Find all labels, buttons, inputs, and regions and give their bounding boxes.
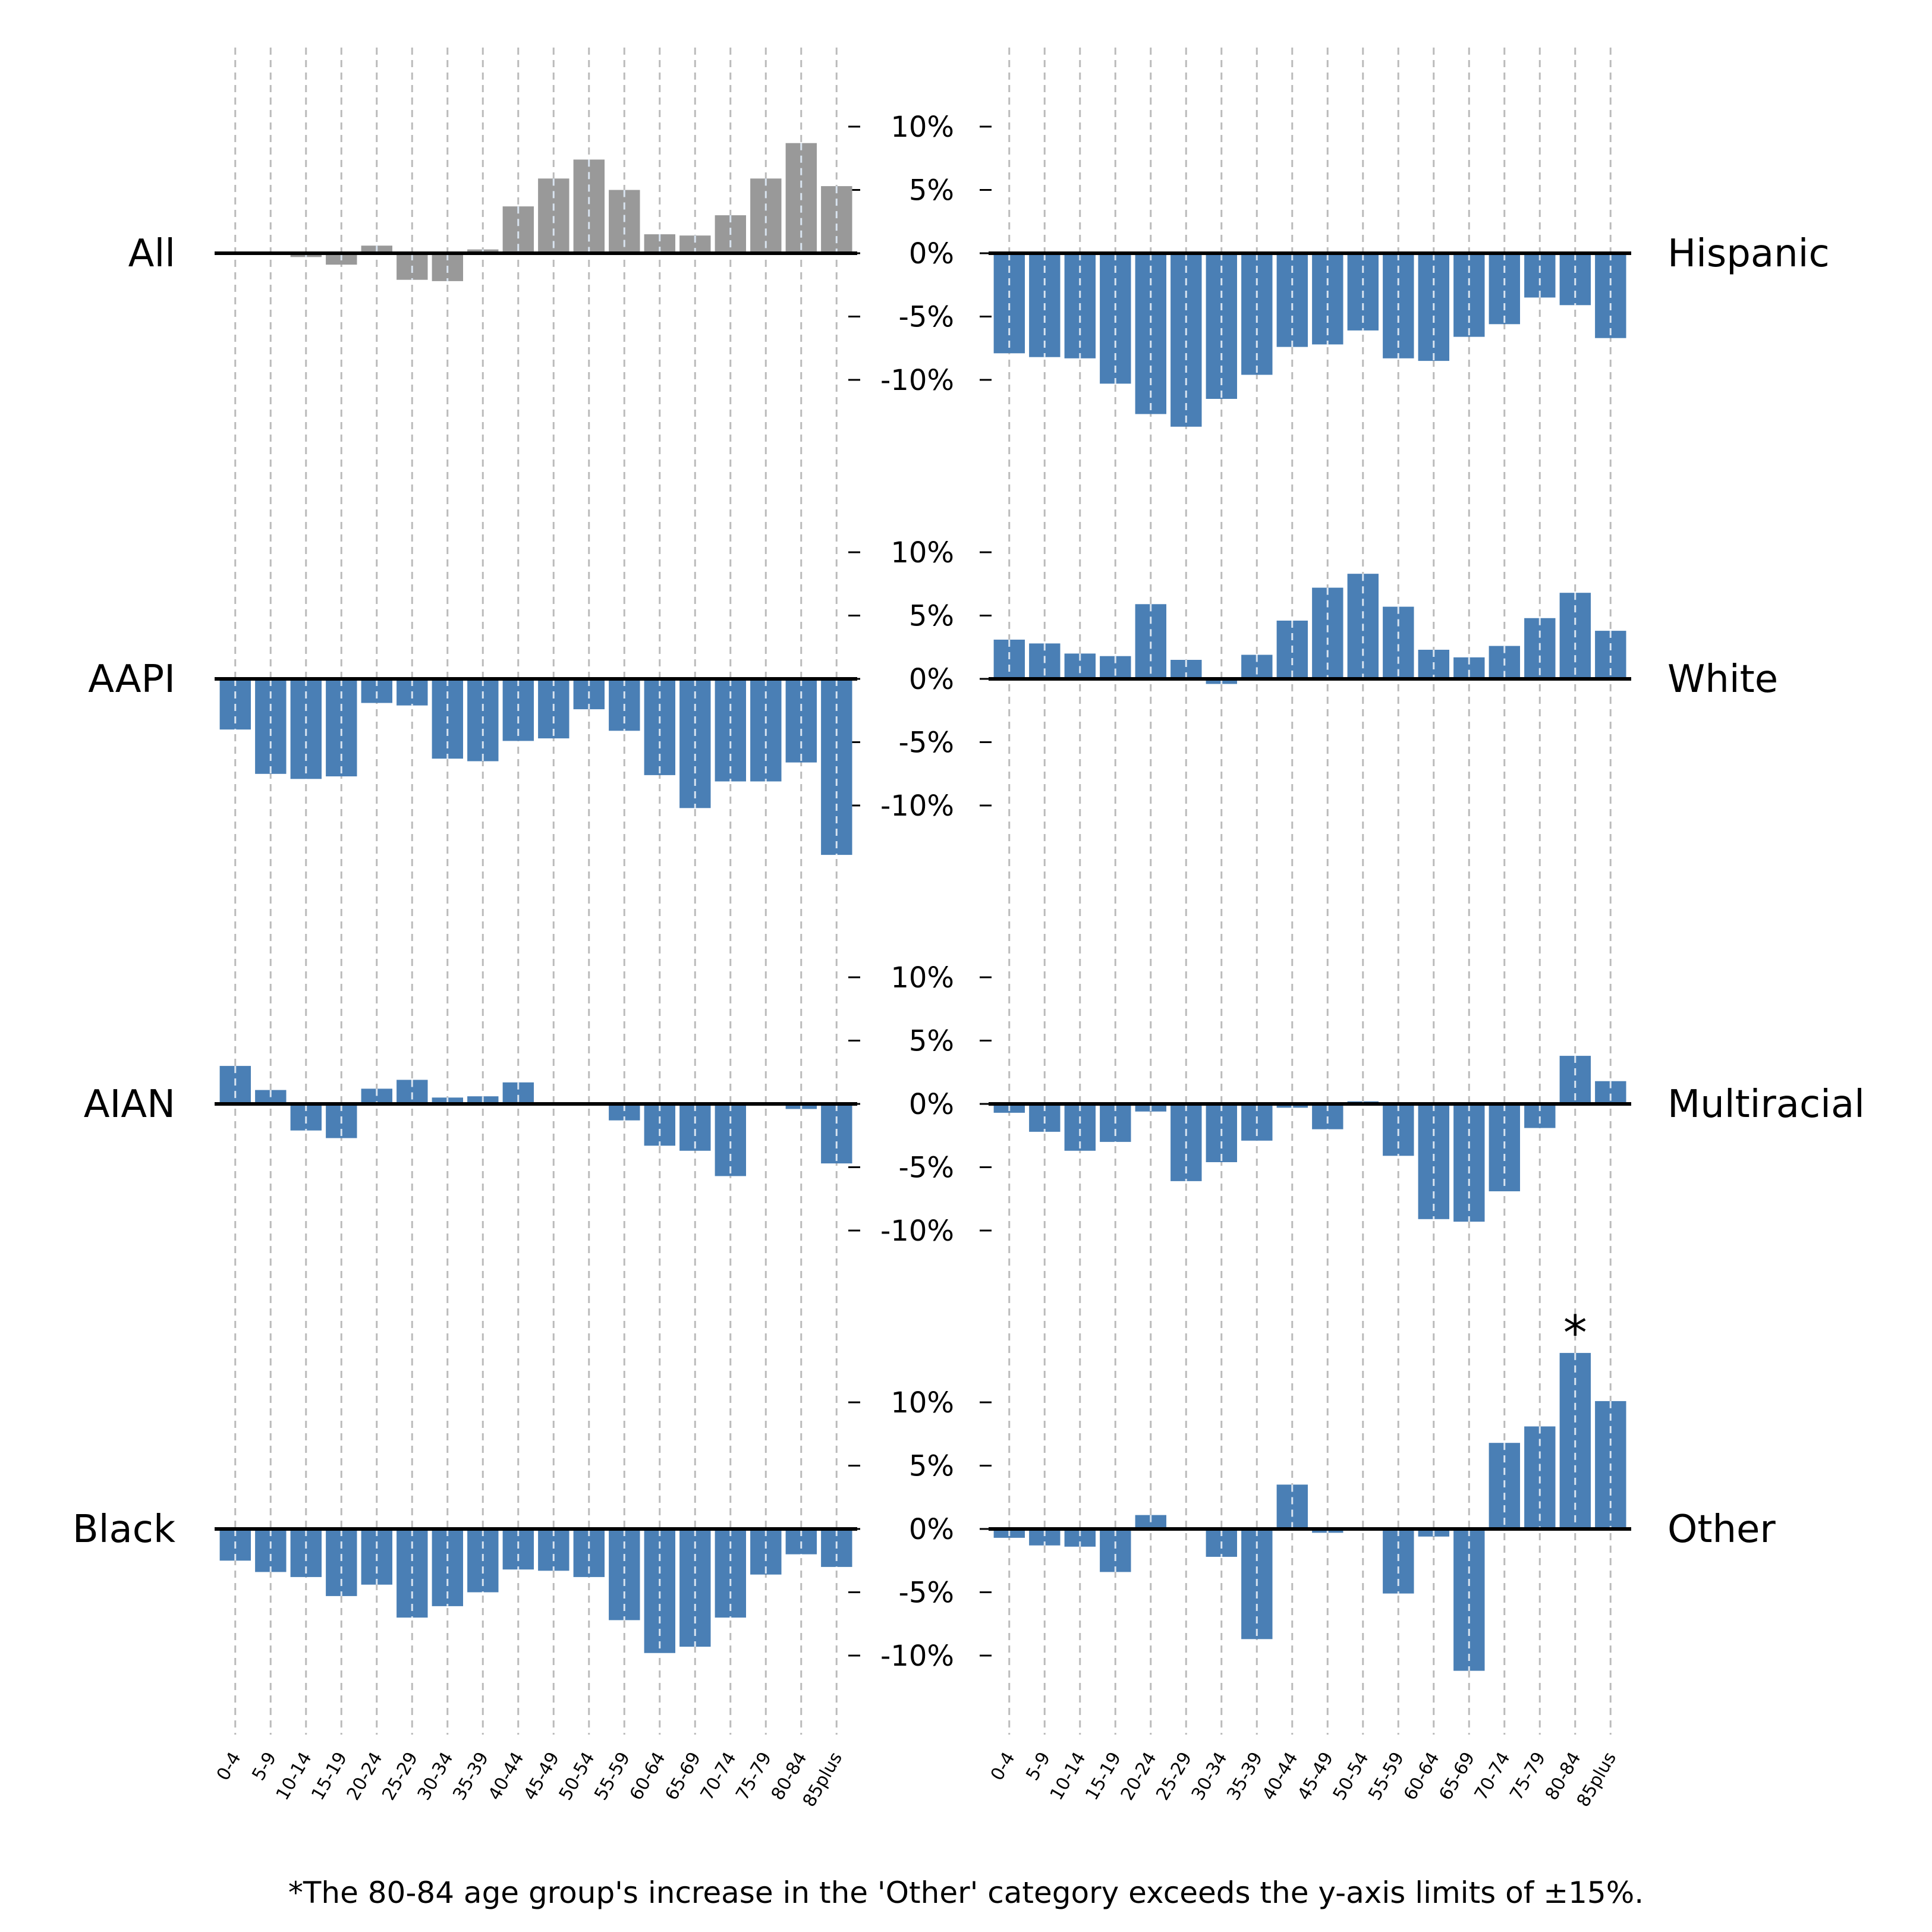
- panel-black: Black: [73, 1508, 857, 1653]
- x-tick-label: 60-64: [626, 1749, 670, 1804]
- y-tick-label: 0%: [909, 663, 954, 696]
- panel-all: All: [128, 143, 857, 281]
- x-tick-label: 0-4: [213, 1749, 246, 1785]
- panel-label: Other: [1667, 1508, 1776, 1552]
- x-tick-label: 70-74: [1471, 1749, 1515, 1804]
- x-tick-label: 10-14: [1046, 1749, 1090, 1804]
- bar-70-74: [715, 1104, 746, 1176]
- grid-right: [1008, 48, 1612, 1735]
- x-tick-label: 50-54: [555, 1749, 599, 1804]
- bar-65-69: [1453, 1529, 1485, 1671]
- bar-70-74: [1489, 253, 1520, 325]
- y-axis-row-3: -10% -5% 0% 5% 10%: [848, 1386, 992, 1673]
- y-tick-label: 10%: [891, 111, 954, 144]
- bar-45-49: [538, 178, 569, 253]
- y-tick-label: 5%: [909, 174, 954, 207]
- y-tick-label: -5%: [899, 1151, 954, 1185]
- y-tick-label: 10%: [891, 1386, 954, 1420]
- panel-label: Hispanic: [1667, 232, 1830, 276]
- y-tick-label: 5%: [909, 600, 954, 633]
- x-axis-right: 0-4 5-910-1415-1920-2425-2930-3435-3940-4…: [987, 1749, 1621, 1811]
- x-tick-label: 55-59: [590, 1749, 634, 1804]
- bar-5-9: [255, 1529, 287, 1572]
- x-tick-label: 65-69: [1435, 1749, 1479, 1804]
- x-tick-label: 25-29: [1152, 1749, 1196, 1804]
- panel-label: Black: [73, 1508, 175, 1552]
- bar-20-24: [1135, 604, 1166, 679]
- panel-white: White: [989, 574, 1778, 701]
- x-tick-label: 35-39: [449, 1749, 493, 1804]
- x-tick-label: 5-9: [248, 1749, 281, 1785]
- x-tick-label: 25-29: [378, 1749, 422, 1804]
- x-tick-label: 0-4: [987, 1749, 1020, 1785]
- panel-label: AIAN: [84, 1083, 175, 1127]
- y-tick-label: -10%: [880, 1640, 954, 1673]
- y-axis-row-1: -10% -5% 0% 5% 10%: [848, 536, 992, 823]
- y-tick-label: -5%: [899, 301, 954, 334]
- y-axis-row-2: -10% -5% 0% 5% 10%: [848, 961, 992, 1248]
- x-tick-label: 10-14: [272, 1749, 316, 1804]
- x-tick-label: 35-39: [1223, 1749, 1267, 1804]
- overflow-marker: *: [1563, 1305, 1587, 1361]
- x-tick-label: 70-74: [697, 1749, 741, 1804]
- bar-30-34: [1206, 253, 1237, 399]
- x-tick-label: 75-79: [1506, 1749, 1550, 1804]
- panel-label: White: [1667, 657, 1778, 701]
- x-tick-label: 40-44: [484, 1749, 528, 1804]
- x-tick-label: 30-34: [1188, 1749, 1232, 1804]
- bar-75-79: [1524, 253, 1556, 298]
- panel-label: All: [128, 232, 175, 276]
- y-tick-label: 5%: [909, 1025, 954, 1058]
- y-tick-label: 10%: [891, 536, 954, 569]
- x-axis-left: 0-4 5-910-1415-1920-2425-2930-3435-3940-4…: [213, 1749, 847, 1811]
- x-tick-label: 65-69: [661, 1749, 705, 1804]
- y-tick-label: 0%: [909, 1088, 954, 1121]
- x-tick-label: 15-19: [1081, 1749, 1125, 1804]
- x-tick-label: 55-59: [1364, 1749, 1408, 1804]
- chart-footnote: *The 80-84 age group's increase in the '…: [288, 1876, 1644, 1910]
- panel-hispanic: Hispanic: [989, 232, 1830, 427]
- y-tick-label: -10%: [880, 789, 954, 823]
- bar-15-19: [1100, 1529, 1131, 1572]
- x-tick-label: 75-79: [732, 1749, 776, 1804]
- bar-55-59: [1383, 606, 1414, 679]
- panel-multiracial: Multiracial: [989, 1056, 1865, 1222]
- x-tick-label: 40-44: [1258, 1749, 1302, 1804]
- x-tick-label: 20-24: [1117, 1749, 1161, 1804]
- x-tick-label: 20-24: [343, 1749, 387, 1804]
- grid-left: [234, 48, 838, 1735]
- x-tick-label: 5-9: [1022, 1749, 1055, 1785]
- y-tick-label: -10%: [880, 364, 954, 397]
- y-axis-row-0: -10% -5% 0% 5% 10%: [848, 111, 992, 397]
- bar-75-79: [750, 178, 782, 253]
- bar-40-44: [1276, 1484, 1308, 1529]
- panel-aian: AIAN: [84, 1066, 857, 1176]
- panel-aapi: AAPI: [88, 657, 857, 855]
- x-tick-label: 60-64: [1400, 1749, 1444, 1804]
- x-tick-label: 50-54: [1329, 1749, 1373, 1804]
- y-tick-label: -10%: [880, 1214, 954, 1248]
- y-tick-label: 10%: [891, 961, 954, 995]
- bar-65-69: [1453, 1104, 1485, 1222]
- y-tick-label: -5%: [899, 726, 954, 760]
- y-tick-label: 5%: [909, 1450, 954, 1483]
- x-tick-label: 15-19: [307, 1749, 351, 1804]
- panel-label: AAPI: [88, 657, 175, 701]
- y-tick-label: -5%: [899, 1577, 954, 1610]
- x-tick-label: 45-49: [520, 1749, 564, 1804]
- bar-65-69: [679, 1529, 711, 1647]
- panel-label: Multiracial: [1667, 1083, 1865, 1127]
- panel-other: Other *: [989, 1305, 1776, 1671]
- x-tick-label: 45-49: [1294, 1749, 1338, 1804]
- x-tick-label: 30-34: [414, 1749, 458, 1804]
- y-tick-label: 0%: [909, 237, 954, 270]
- y-tick-label: 0%: [909, 1513, 954, 1546]
